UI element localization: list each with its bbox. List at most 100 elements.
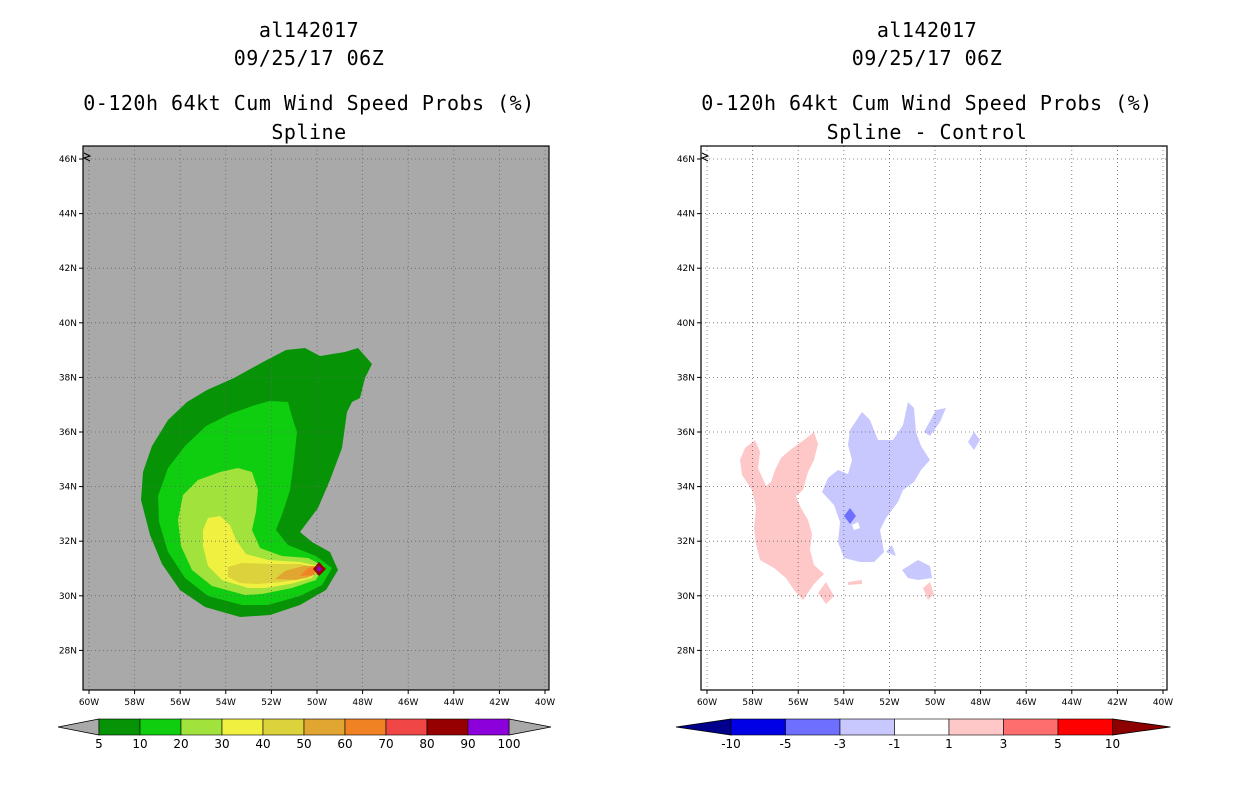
lat-label: 38N <box>59 373 77 383</box>
latitude-labels: 46N 44N 42N 40N 38N 36N 34N 32N 30N 28N <box>677 155 695 656</box>
lat-label: 28N <box>677 646 695 656</box>
positive-diff-region <box>923 582 934 600</box>
colorbar-label: -3 <box>834 737 846 751</box>
colorbar-label: -10 <box>721 737 741 751</box>
lon-label: 48W <box>970 698 990 708</box>
product-title: 0-120h 64kt Cum Wind Speed Probs (%) <box>83 91 535 115</box>
colorbar-label: 5 <box>95 737 103 751</box>
colorbar-label: 70 <box>378 737 393 751</box>
lat-label: 30N <box>677 592 695 602</box>
colorbar-label: 100 <box>498 737 521 751</box>
colorbar-label: -1 <box>889 737 901 751</box>
probability-contours <box>141 348 372 617</box>
lon-label: 54W <box>216 698 236 708</box>
left-panel: al142017 09/25/17 06Z 0-120h 64kt Cum Wi… <box>57 18 555 751</box>
colorbar-label: 50 <box>296 737 311 751</box>
colorbar-swatch <box>262 718 305 736</box>
lon-label: 50W <box>307 698 327 708</box>
negative-diff-peak <box>844 508 856 524</box>
colorbar-swatch <box>948 718 1004 736</box>
date-time: 09/25/17 06Z <box>851 46 1003 70</box>
lon-label: 46W <box>398 698 418 708</box>
colorbar-swatch <box>894 718 950 736</box>
lat-label: 28N <box>59 646 77 656</box>
panel-subtitle: Spline - Control <box>826 120 1028 144</box>
right-panel: al142017 09/25/17 06Z 0-120h 64kt Cum Wi… <box>618 0 1236 800</box>
colorbar-swatch <box>1057 718 1113 736</box>
colorbar-arrow-right <box>508 718 552 736</box>
positive-diff-region <box>848 580 862 585</box>
lon-label: 42W <box>1107 698 1127 708</box>
lon-label: 44W <box>444 698 464 708</box>
negative-diff-region <box>968 432 980 450</box>
lat-label: 40N <box>677 319 695 329</box>
lat-label: 42N <box>59 264 77 274</box>
lat-label: 38N <box>677 373 695 383</box>
colorbar-swatch <box>426 718 469 736</box>
date-time: 09/25/17 06Z <box>233 46 385 70</box>
colorbar-label: 40 <box>255 737 270 751</box>
lat-label: 32N <box>59 537 77 547</box>
colorbar-label: 90 <box>460 737 475 751</box>
lon-label: 56W <box>170 698 190 708</box>
colorbar-label: 30 <box>214 737 229 751</box>
colorbar-label: 80 <box>419 737 434 751</box>
lat-label: 36N <box>677 428 695 438</box>
colorbar-arrow-left <box>675 718 732 736</box>
panel-subtitle: Spline <box>271 120 347 144</box>
lon-label: 54W <box>834 698 854 708</box>
colorbar-swatch <box>98 718 141 736</box>
colorbar-swatch <box>785 718 841 736</box>
colorbar-swatch <box>139 718 182 736</box>
colorbar-swatch <box>221 718 264 736</box>
left-map: 46N 44N 42N 40N 38N 36N 34N 32N 30N 28N 60W 58W 56W… <box>59 145 555 708</box>
positive-diff-region <box>740 432 824 600</box>
lat-lon-grid <box>79 146 549 694</box>
longitude-labels: 60W 58W 56W 54W 52W 50W 48W 46W 44W 42W 40W <box>79 698 555 708</box>
longitude-labels: 60W 58W 56W 54W 52W 50W 48W 46W 44W 42W 40W <box>697 698 1173 708</box>
negative-diff-region <box>902 560 932 580</box>
lat-label: 42N <box>677 264 695 274</box>
map-frame <box>700 145 1168 691</box>
colorbar-swatch <box>303 718 346 736</box>
colorbar-label: 10 <box>132 737 147 751</box>
lon-label: 56W <box>788 698 808 708</box>
right-colorbar: -10 -5 -3 -1 1 3 5 10 <box>675 718 1171 751</box>
colorbar-swatch <box>1003 718 1059 736</box>
coastline-fragment <box>82 152 92 162</box>
negative-diff-region <box>886 545 896 556</box>
lat-label: 40N <box>59 319 77 329</box>
lat-label: 32N <box>677 537 695 547</box>
lon-label: 50W <box>925 698 945 708</box>
lon-label: 40W <box>1153 698 1173 708</box>
white-hole <box>852 522 860 530</box>
lat-label: 30N <box>59 592 77 602</box>
positive-diff-region <box>818 582 834 604</box>
right-map: 46N 44N 42N 40N 38N 36N 34N 32N 30N 28N 60W 58W 56W… <box>677 145 1173 708</box>
contour-90 <box>317 566 322 572</box>
colorbar-label: 1 <box>945 737 953 751</box>
left-map-svg: 46N 44N 42N 40N 38N 36N 34N 32N 30N 28N 60W 58W 56W… <box>57 145 555 751</box>
lat-label: 34N <box>59 483 77 493</box>
lat-label: 46N <box>59 155 77 165</box>
colorbar-arrow-left <box>57 718 100 736</box>
lat-lon-grid <box>697 146 1167 694</box>
lon-label: 58W <box>124 698 144 708</box>
colorbar-swatch <box>344 718 387 736</box>
lat-label: 44N <box>677 210 695 220</box>
colorbar-swatch <box>385 718 428 736</box>
lon-label: 60W <box>697 698 717 708</box>
colorbar-label: 10 <box>1105 737 1120 751</box>
lat-label: 34N <box>677 483 695 493</box>
lon-label: 46W <box>1016 698 1036 708</box>
colorbar-arrow-right <box>1112 718 1171 736</box>
latitude-labels: 46N 44N 42N 40N 38N 36N 34N 32N 30N 28N <box>59 155 77 656</box>
map-frame <box>82 145 550 691</box>
colorbar-label: 3 <box>1000 737 1008 751</box>
right-map-svg: 46N 44N 42N 40N 38N 36N 34N 32N 30N 28N 60W 58W 56W… <box>675 145 1173 751</box>
coastline-fragment <box>700 152 710 162</box>
lon-label: 48W <box>352 698 372 708</box>
lat-label: 44N <box>59 210 77 220</box>
colorbar-swatch <box>730 718 786 736</box>
lat-label: 36N <box>59 428 77 438</box>
